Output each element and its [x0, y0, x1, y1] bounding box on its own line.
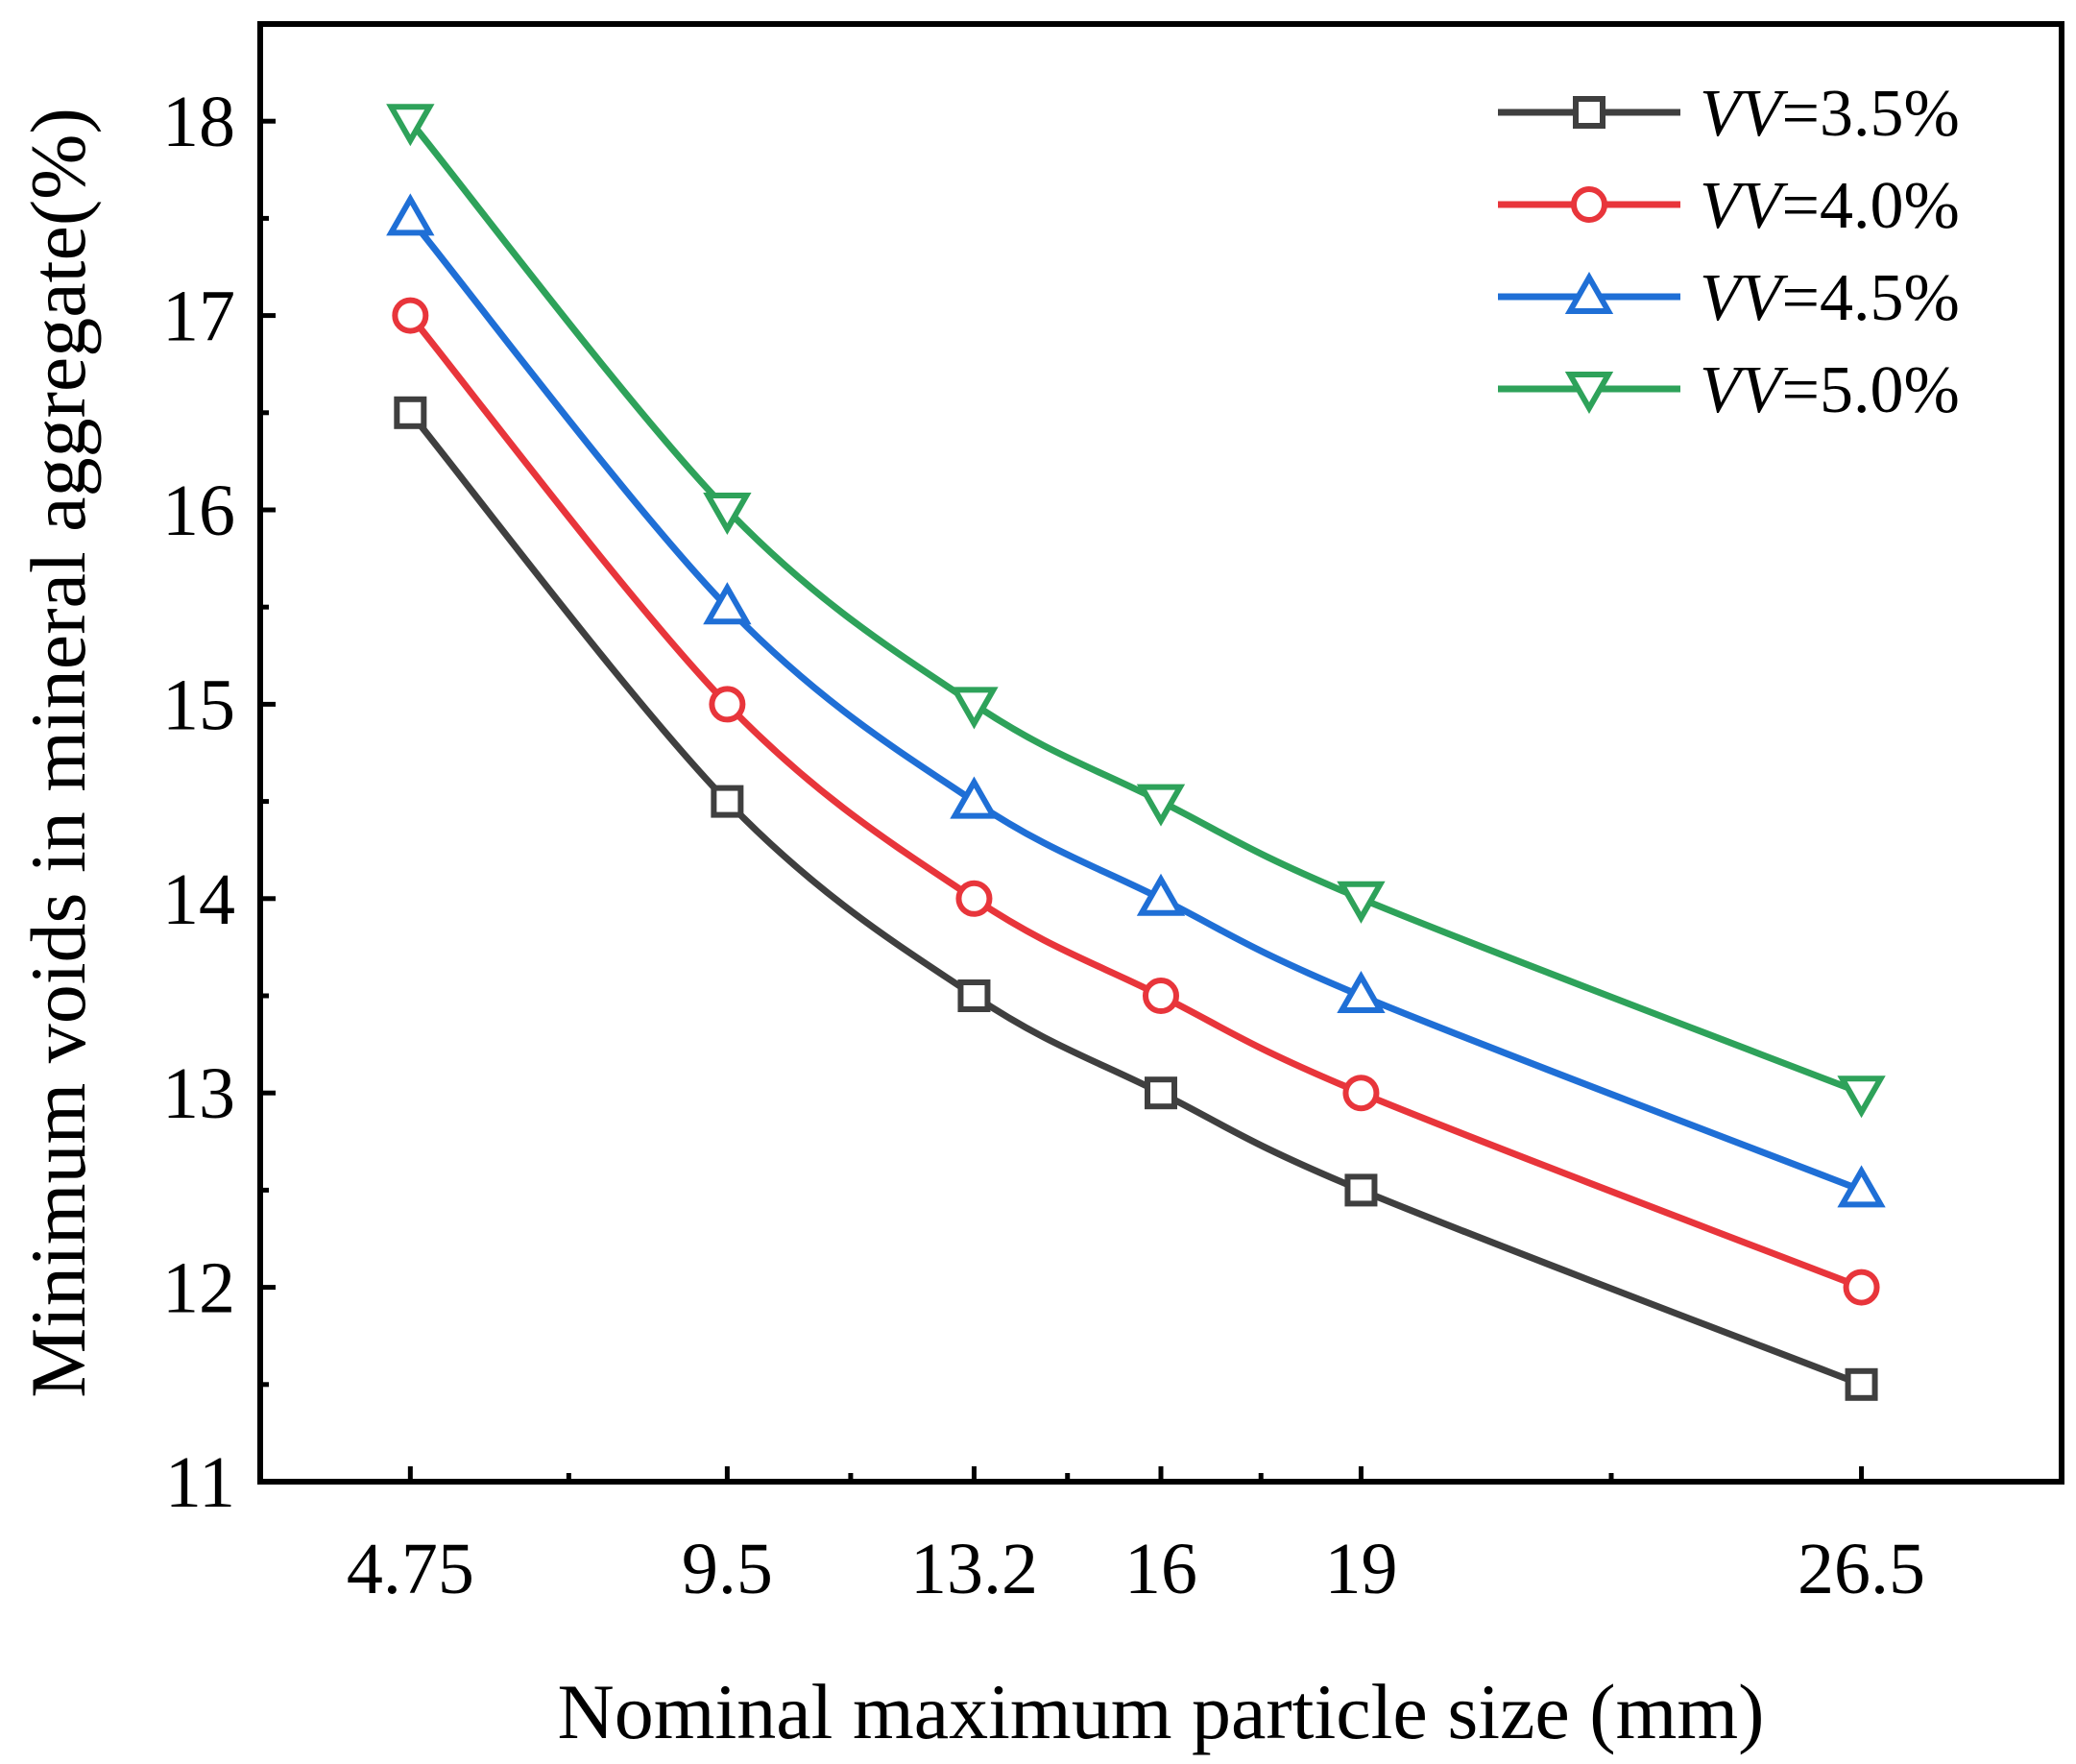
legend-swatch-marker: [1573, 96, 1605, 129]
series-line: [406, 214, 1866, 1194]
data-point: [386, 104, 435, 147]
data-point: [1136, 873, 1186, 916]
legend-swatch-marker: [1564, 372, 1614, 415]
y-tick-label: 17: [162, 277, 235, 357]
legend-label-value: =4.0%: [1782, 169, 1960, 243]
x-tick-label: 9.5: [682, 1529, 773, 1609]
series-4: [386, 104, 1886, 1119]
series-line: [406, 409, 1866, 1389]
legend-label-variable: VV: [1700, 77, 1789, 151]
legend-swatch-marker: [1571, 186, 1607, 223]
legend-label: VV=4.5%: [1700, 261, 1960, 335]
legend-label-value: =5.0%: [1782, 353, 1960, 427]
y-tick-label: 11: [165, 1442, 235, 1523]
y-axis-title: Minimum voids in mineral aggregate(%): [14, 108, 102, 1398]
legend-label: VV=5.0%: [1700, 353, 1960, 427]
legend-item-1: VV=3.5%: [1498, 77, 1960, 151]
series-2: [392, 297, 1880, 1306]
y-tick-label: 14: [162, 859, 235, 940]
x-tick-label: 4.75: [347, 1529, 474, 1609]
data-point: [703, 493, 752, 536]
data-point: [709, 686, 746, 723]
data-point: [950, 776, 999, 819]
data-point: [1837, 1075, 1886, 1119]
x-tick-label: 16: [1124, 1529, 1197, 1609]
series-line: [406, 312, 1866, 1292]
legend-item-3: VV=4.5%: [1498, 261, 1960, 335]
data-point: [1845, 1367, 1878, 1401]
legend-label-variable: VV: [1700, 353, 1789, 427]
series-1: [394, 396, 1878, 1401]
series-layer: [386, 104, 1886, 1401]
legend: VV=3.5%VV=4.0%VV=4.5%VV=5.0%: [1498, 77, 1960, 427]
y-tick-label: 13: [162, 1053, 235, 1134]
legend-label: VV=3.5%: [1700, 77, 1960, 151]
data-point: [1344, 1173, 1378, 1207]
x-tick-label: 19: [1324, 1529, 1397, 1609]
data-point: [1337, 881, 1386, 924]
y-axis: 11 12 13 14 15 16 17 18: [162, 82, 276, 1523]
y-tick-label: 18: [162, 82, 235, 162]
x-axis: 4.75 9.5 13.2 16 19 26.5: [347, 1466, 1925, 1609]
x-tick-label: 26.5: [1798, 1529, 1925, 1609]
data-point: [957, 979, 991, 1012]
legend-label: VV=4.0%: [1700, 169, 1960, 243]
legend-label-variable: VV: [1700, 169, 1789, 243]
data-point: [1145, 1076, 1177, 1110]
data-point: [386, 193, 435, 236]
data-point: [1143, 978, 1179, 1014]
data-point: [1136, 784, 1186, 827]
y-tick-label: 15: [162, 665, 235, 745]
x-tick-label: 13.2: [910, 1529, 1038, 1609]
x-axis-title: Nominal maximum particle size (mm): [558, 1668, 1765, 1755]
data-point: [1837, 1165, 1886, 1208]
data-point: [1342, 1075, 1380, 1112]
data-point: [955, 880, 993, 917]
y-tick-label: 12: [162, 1248, 235, 1329]
data-point: [394, 396, 427, 429]
series-line: [406, 117, 1866, 1097]
series-3: [386, 193, 1886, 1208]
data-point: [1843, 1269, 1880, 1306]
legend-label-value: =4.5%: [1782, 261, 1960, 335]
legend-item-4: VV=5.0%: [1498, 353, 1960, 427]
data-point: [392, 297, 429, 334]
data-point: [950, 687, 999, 730]
data-point: [703, 582, 752, 625]
legend-item-2: VV=4.0%: [1498, 169, 1960, 243]
data-point: [1337, 970, 1386, 1013]
legend-label-value: =3.5%: [1782, 77, 1960, 151]
y-tick-label: 16: [162, 471, 235, 551]
legend-swatch-marker: [1564, 271, 1614, 314]
legend-label-variable: VV: [1700, 261, 1789, 335]
data-point: [711, 785, 744, 818]
